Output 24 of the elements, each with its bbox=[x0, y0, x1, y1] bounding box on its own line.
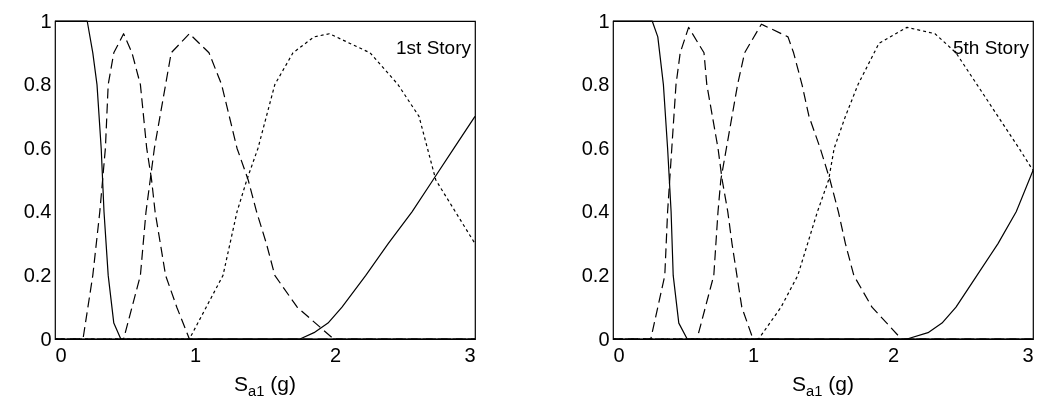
y-tick-label: 1 bbox=[40, 9, 52, 32]
y-tick-label: 0.6 bbox=[23, 136, 52, 159]
y-tick-label: 0.8 bbox=[581, 73, 610, 96]
y-tick-label: 1 bbox=[598, 9, 610, 32]
x-tick-label: 1 bbox=[747, 343, 760, 366]
y-tick-label: 0.6 bbox=[581, 136, 610, 159]
y-tick-label: 0.4 bbox=[581, 200, 610, 223]
y-tick-label: 0 bbox=[598, 327, 610, 350]
x-tick-label: 3 bbox=[1022, 343, 1034, 366]
y-tick-label: 0 bbox=[40, 327, 52, 350]
y-tick-label: 0.2 bbox=[581, 263, 610, 286]
x-tick-label: 3 bbox=[464, 343, 476, 366]
annotation: 1st Story bbox=[396, 37, 472, 58]
x-tick-label: 0 bbox=[613, 343, 625, 366]
x-tick-label: 2 bbox=[887, 343, 900, 366]
x-axis-title: S$_{a1}$ (g) bbox=[791, 372, 855, 400]
x-tick-label: 0 bbox=[55, 343, 67, 366]
x-axis-title: S$_{a1}$ (g) bbox=[233, 372, 297, 400]
y-tick-label: 0.2 bbox=[23, 263, 52, 286]
x-tick-label: 1 bbox=[189, 343, 202, 366]
y-tick-label: 0.8 bbox=[23, 73, 52, 96]
x-tick-label: 2 bbox=[329, 343, 342, 366]
annotation: 5th Story bbox=[952, 37, 1030, 58]
y-tick-label: 0.4 bbox=[23, 200, 52, 223]
